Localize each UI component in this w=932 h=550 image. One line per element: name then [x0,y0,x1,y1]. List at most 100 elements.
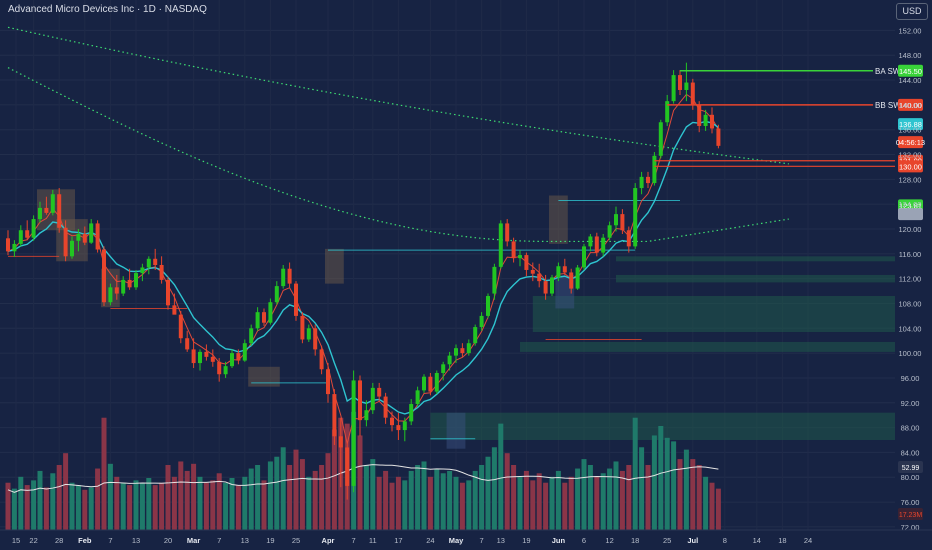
volume-bar [504,453,510,530]
volume-bar [306,476,312,530]
level-label: BA SW [875,67,901,76]
candle [159,256,164,284]
candle-body [665,101,670,123]
volume-bar [651,435,657,530]
candle [153,248,158,270]
candle [185,330,190,352]
candle-body [652,155,657,184]
level-label: BB SW [875,101,901,110]
volume-bar [152,485,158,530]
candle-body [178,314,183,339]
volume-bar [5,482,11,530]
volume-bar [645,465,651,530]
candle [492,263,497,300]
volume-bar [427,476,433,530]
candle-body [550,277,554,294]
candle-body [242,343,247,361]
candle [607,221,612,241]
candle-body [498,223,503,267]
volume-bar [82,489,88,530]
volume-bar [696,465,702,530]
candle-body [434,372,439,392]
candle [127,268,132,290]
candle [364,400,369,427]
candle-body [505,223,510,242]
candle [236,349,241,365]
volume-bar [690,459,696,530]
candle [639,171,644,195]
candle-body [390,417,394,426]
candle-body [454,348,458,356]
volume-bar [607,468,613,530]
volume-ma-line [7,464,719,493]
candle [530,262,535,282]
volume-bar [677,459,683,530]
candle-body [511,241,516,259]
volume-bar [248,468,254,530]
candle [146,256,151,275]
volume-bar [491,447,497,530]
volume-bar [600,473,606,530]
volume-bar [440,473,446,530]
date-tick-label: Jun [552,536,566,545]
candle-body [114,287,119,294]
pivot-box [549,195,568,244]
date-tick-label: 6 [582,536,586,545]
candle [345,442,350,500]
candle [338,417,343,488]
candle [281,265,286,289]
candle-body [198,351,202,364]
candle [121,276,126,297]
price-tick-label: 72.00 [901,523,920,532]
candle [262,308,266,326]
volume-bar [261,480,267,530]
candle [671,70,676,104]
price-badge [898,136,923,149]
volume-bar [376,476,382,530]
candle [172,293,177,315]
volume-bar [575,468,581,530]
candle-body [172,305,177,315]
candle-body [697,104,702,126]
candle [441,361,446,381]
candle-body [562,266,567,273]
volume-bar [63,453,69,530]
candle [594,232,599,257]
date-tick-label: Feb [78,536,92,545]
candle-body [556,266,561,278]
candle-body [287,268,292,284]
candle-body [140,267,145,274]
candle-body [70,240,74,257]
candle-body [63,227,68,257]
candle-body [396,425,401,431]
candle [370,382,375,414]
volume-bar [703,476,709,530]
candle-body [460,348,465,354]
price-tick-label: 100.00 [899,349,922,358]
candle [44,196,49,215]
candle-body [658,122,663,156]
candle [268,298,273,325]
candle [402,417,407,442]
volume-bar [171,476,177,530]
volume-bar [466,480,472,530]
candle-body [524,255,529,270]
candle-body [127,279,132,288]
candle-body [486,296,490,316]
candle-body [543,281,548,294]
volume-bar [530,480,536,530]
candle [377,382,382,402]
candle-body [95,223,100,250]
candle-body [588,236,593,247]
volume-bar [146,478,152,530]
volume-bar [159,482,165,530]
volume-bar [24,485,30,530]
candle [351,370,356,493]
date-tick-label: Jul [687,536,698,545]
candle-body [306,328,311,340]
candle [569,268,574,294]
currency-badge[interactable]: USD [896,3,928,20]
volume-bar [184,470,190,530]
